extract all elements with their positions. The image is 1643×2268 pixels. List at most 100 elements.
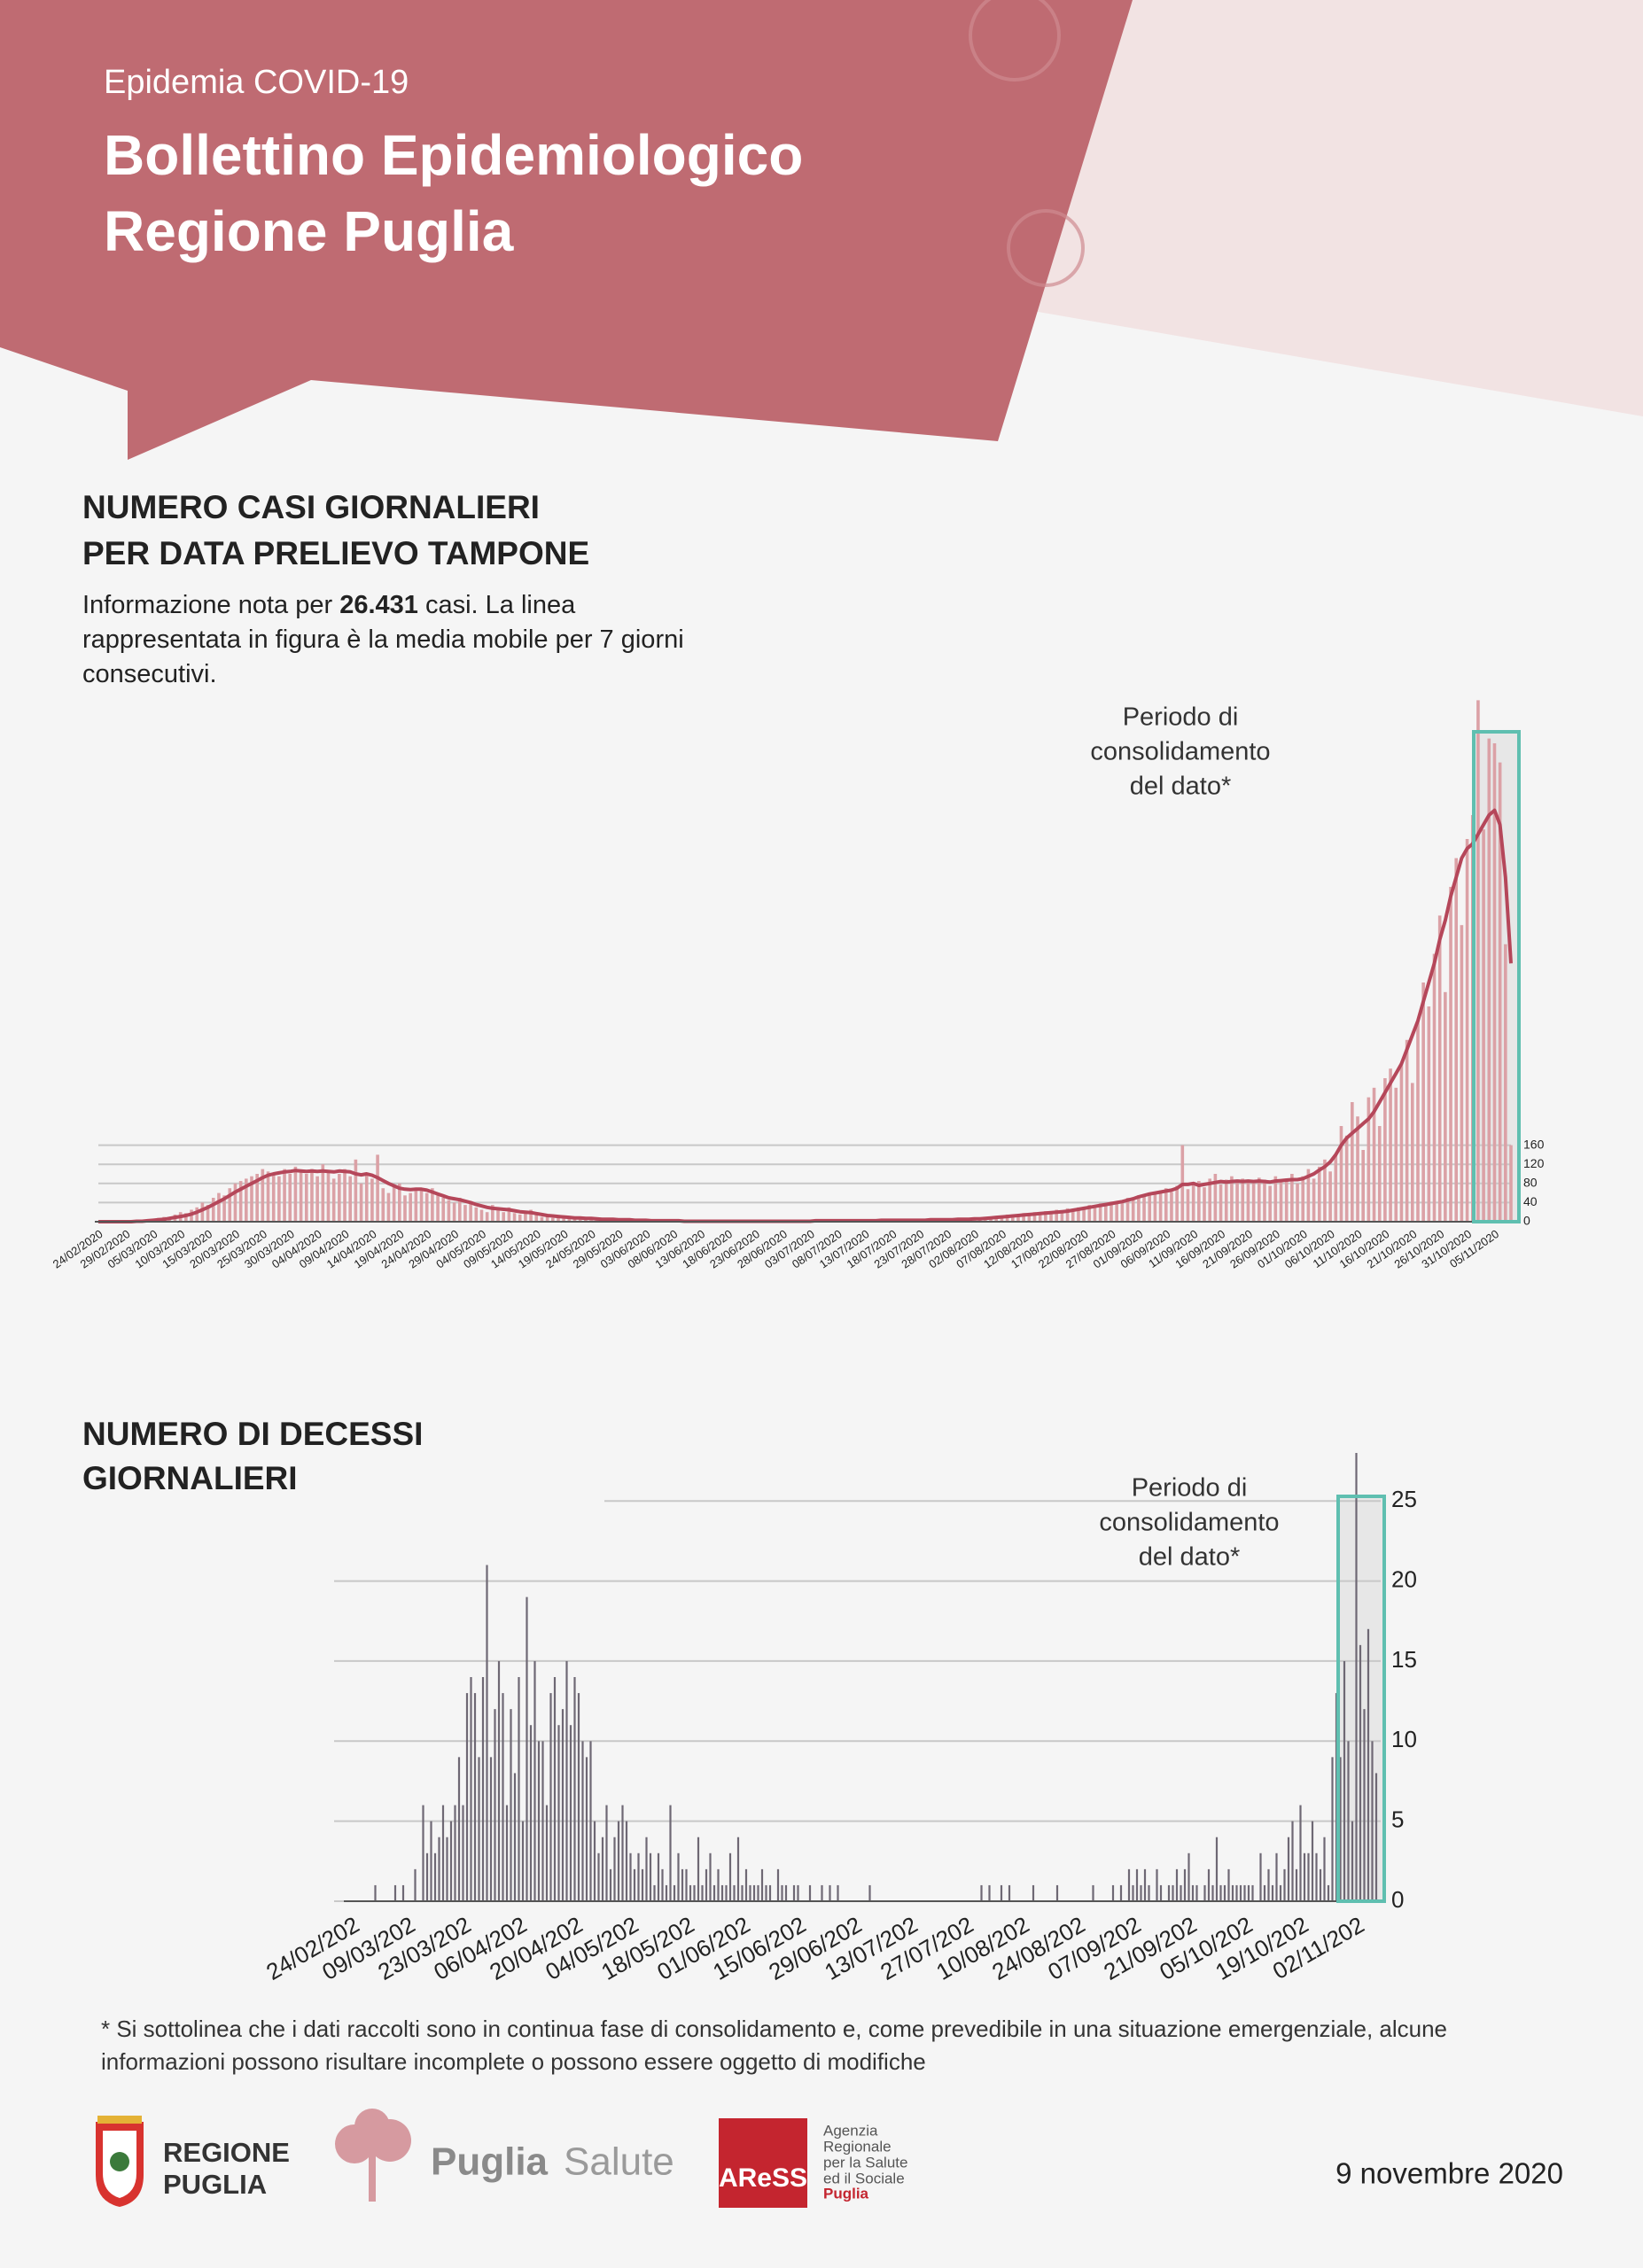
bar (557, 1216, 560, 1222)
bar (1127, 1868, 1131, 1901)
bar (486, 1565, 488, 1901)
bar (403, 1195, 407, 1222)
bar (609, 1868, 612, 1901)
bar (1361, 1150, 1365, 1222)
bar (393, 1884, 397, 1901)
bar (1389, 1068, 1392, 1222)
y-tick-label: 80 (1523, 1176, 1538, 1190)
bar (1279, 1884, 1282, 1901)
bar (491, 1205, 494, 1222)
bar (512, 1213, 517, 1222)
bar (441, 1805, 445, 1901)
bar (184, 1213, 188, 1222)
bar (550, 1217, 555, 1222)
header-title: Regione Puglia (104, 199, 514, 263)
bar (1284, 1178, 1289, 1222)
bar (573, 1677, 576, 1901)
bar (625, 1821, 628, 1901)
bar (250, 1176, 253, 1222)
bar (1131, 1199, 1135, 1222)
bar (1449, 887, 1452, 1222)
bar (1303, 1852, 1306, 1901)
bar (709, 1852, 712, 1901)
bar (653, 1884, 656, 1901)
bar (1208, 1178, 1211, 1222)
bar (414, 1868, 417, 1901)
bar (728, 1852, 732, 1901)
bar (446, 1837, 448, 1901)
bar (447, 1200, 451, 1222)
bar (988, 1884, 991, 1901)
consolidation-box-border (1472, 730, 1521, 1223)
bar (1296, 1183, 1299, 1222)
bar (1119, 1884, 1123, 1901)
bar (1460, 925, 1464, 1222)
bar (392, 1185, 396, 1222)
bar (765, 1884, 767, 1901)
bar (1287, 1837, 1290, 1901)
bar (457, 1757, 461, 1901)
bar (1207, 1868, 1211, 1901)
bar (1186, 1189, 1190, 1222)
bar (481, 1677, 485, 1901)
bar (1231, 1884, 1234, 1901)
regione-logo (96, 2116, 144, 2207)
y-tick-label: 15 (1391, 1646, 1417, 1673)
bar (288, 1174, 292, 1222)
bar (1164, 1188, 1168, 1222)
bar (1437, 915, 1442, 1222)
bar (1363, 1709, 1366, 1901)
agency-name: Puglia (823, 2185, 869, 2202)
bar (374, 1884, 377, 1901)
bar (1098, 1203, 1102, 1222)
bar (980, 1884, 983, 1901)
bar (1191, 1884, 1195, 1901)
bar (1153, 1193, 1157, 1222)
bar (1454, 858, 1459, 1222)
bar (665, 1884, 668, 1901)
bar (1010, 1216, 1015, 1222)
bar (685, 1868, 688, 1901)
bar (1172, 1884, 1174, 1901)
bar (1195, 1884, 1198, 1901)
bar (1356, 1116, 1359, 1222)
bar (326, 1171, 331, 1222)
footnote: * Si sottolinea che i dati raccolti sono… (101, 2016, 1448, 2075)
bar (1243, 1884, 1246, 1901)
bar (331, 1178, 336, 1222)
bar (299, 1171, 303, 1222)
bar (562, 1216, 565, 1222)
bar (720, 1884, 724, 1901)
puglia-salute-logo (335, 2109, 411, 2202)
bar (741, 1884, 744, 1901)
bar (1299, 1805, 1302, 1901)
bar (641, 1868, 644, 1901)
bar (1432, 953, 1437, 1222)
y-tick-label: 20 (1391, 1565, 1417, 1592)
bar (304, 1174, 308, 1222)
bar (1371, 1741, 1374, 1901)
bar (1077, 1207, 1080, 1222)
bar (1104, 1205, 1108, 1222)
bar (705, 1868, 708, 1901)
bar (808, 1884, 812, 1901)
bar (1290, 1174, 1294, 1222)
bar (233, 1183, 237, 1222)
annotation: consolidamento (1099, 1509, 1279, 1537)
agency-name: Agenzia (823, 2122, 878, 2139)
bar (1215, 1837, 1219, 1901)
bar (1504, 944, 1507, 1222)
puglia-salute-name: Puglia (431, 2140, 549, 2184)
bar (669, 1805, 672, 1901)
bar (1087, 1205, 1092, 1222)
bar (1044, 1211, 1047, 1222)
bar (533, 1660, 536, 1901)
bar (1093, 1207, 1097, 1222)
bar (529, 1725, 533, 1901)
bar (1251, 1884, 1254, 1901)
bar (1421, 983, 1425, 1222)
bar (1374, 1773, 1378, 1901)
agency-name: ed il Sociale (823, 2170, 905, 2186)
y-tick-label: 25 (1391, 1486, 1417, 1512)
bar (1399, 1063, 1404, 1222)
